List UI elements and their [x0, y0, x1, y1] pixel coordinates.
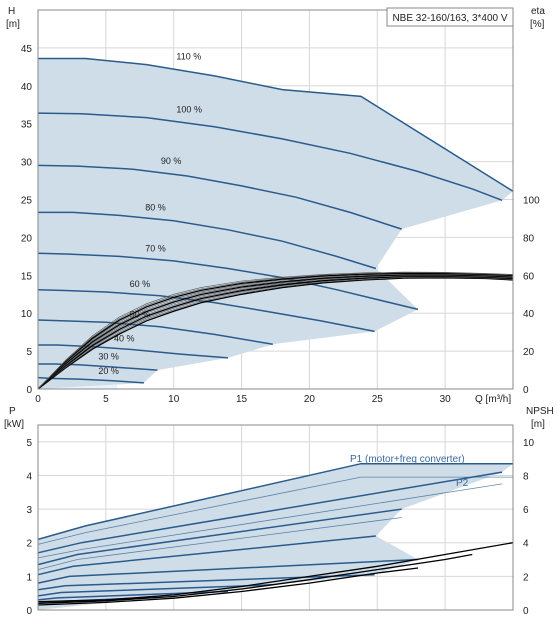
- head-tick-label: 0: [26, 385, 32, 396]
- x-tick-label: 5: [103, 394, 109, 405]
- eta-tick-label: 100: [523, 196, 540, 207]
- p1-curve: [37, 535, 376, 576]
- npsh-tick-label: 6: [523, 505, 529, 516]
- head-curve: [38, 57, 514, 192]
- head-curve-label: 30 %: [98, 352, 119, 362]
- power-tick-label: 3: [26, 505, 32, 516]
- head-curve-label: 70 %: [145, 243, 166, 253]
- head-curve-label: 40 %: [114, 334, 135, 344]
- head-chart-ticks: 0 5 10 15 20 25 30 0 5 10 15 20 25 30 35 40 45 0 20 40 60 80 1…: [21, 44, 540, 405]
- efficiency-curve: [37, 274, 514, 390]
- flow-axis-label: Q [m³/h]: [475, 394, 511, 405]
- npsh-tick-label: 4: [523, 539, 529, 550]
- eta-axis-unit: eta: [531, 6, 545, 17]
- efficiency-curve: [37, 274, 514, 390]
- p2-curve: [37, 483, 503, 559]
- eta-tick-label: 0: [523, 385, 529, 396]
- efficiency-curves: [37, 271, 514, 390]
- head-curve: [38, 363, 158, 371]
- head-curves: 110 %100 %90 %80 %70 %60 %50 %40 %30 %20…: [37, 52, 514, 384]
- p2-curve: [37, 476, 513, 545]
- head-curve: [38, 344, 229, 359]
- head-tick-label: 15: [21, 271, 33, 282]
- eta-tick-label: 20: [523, 347, 535, 358]
- head-curve: [37, 112, 503, 202]
- p1-curve: [37, 462, 513, 541]
- efficiency-curve: [37, 275, 514, 390]
- p1-curve: [37, 558, 419, 584]
- head-curve-label: 90 %: [161, 156, 182, 166]
- head-tick-label: 35: [21, 120, 33, 131]
- x-tick-label: 0: [35, 394, 41, 405]
- efficiency-curve: [37, 276, 514, 390]
- eta-tick-label: 60: [523, 271, 535, 282]
- npsh-tick-label: 10: [523, 438, 535, 449]
- power-envelope: [38, 463, 513, 610]
- p1-curve: [37, 471, 503, 554]
- chart-title: NBE 32-160/163, 3*400 V: [392, 13, 507, 24]
- x-tick-label: 15: [236, 394, 248, 405]
- head-tick-label: 40: [21, 82, 33, 93]
- head-curve-label: 100 %: [176, 105, 202, 115]
- npsh-axis-unit: NPSH: [526, 406, 554, 417]
- power-axis-bracket: [kW]: [4, 419, 24, 430]
- efficiency-curve: [37, 275, 514, 390]
- power-curves: [37, 462, 513, 605]
- x-tick-label: 20: [304, 394, 316, 405]
- head-curve-label: 60 %: [130, 279, 151, 289]
- npsh-curve: [37, 553, 473, 604]
- eta-tick-label: 40: [523, 309, 535, 320]
- x-tick-label: 10: [168, 394, 180, 405]
- p1-annotation: P1 (motor+freq converter): [350, 454, 465, 465]
- p1-curve: [37, 584, 273, 597]
- npsh-tick-label: 2: [523, 572, 529, 583]
- npsh-curve: [37, 542, 514, 603]
- chart-title-box: [386, 7, 514, 27]
- npsh-curve: [37, 567, 419, 606]
- x-tick-label: 25: [372, 394, 384, 405]
- p1-curve: [37, 508, 402, 566]
- npsh-tick-label: 8: [523, 471, 529, 482]
- efficiency-curve: [37, 277, 514, 390]
- efficiency-curve: [37, 272, 514, 390]
- power-chart-ticks: 0 1 2 3 4 5 0 2 4 6 8 10: [26, 438, 534, 617]
- power-tick-label: 1: [26, 572, 32, 583]
- p1-curve: [37, 590, 229, 601]
- head-curve: [37, 376, 144, 384]
- p2-annotation: P2: [456, 478, 469, 489]
- head-tick-label: 20: [21, 233, 33, 244]
- eta-tick-label: 80: [523, 233, 535, 244]
- head-curve: [37, 164, 402, 230]
- power-axis-unit: P: [9, 406, 16, 417]
- head-curve-label: 80 %: [145, 202, 166, 212]
- power-tick-label: 0: [26, 606, 32, 617]
- power-tick-label: 5: [26, 438, 32, 449]
- npsh-curves: [37, 542, 514, 606]
- head-tick-label: 25: [21, 196, 33, 207]
- head-tick-label: 30: [21, 158, 33, 169]
- head-tick-label: 5: [26, 347, 32, 358]
- head-curve: [38, 211, 377, 270]
- head-curve: [37, 252, 419, 311]
- efficiency-curve: [37, 271, 514, 390]
- npsh-axis-bracket: [m]: [531, 419, 545, 430]
- head-axis-unit: H: [8, 6, 15, 17]
- head-tick-label: 10: [21, 309, 33, 320]
- head-axis-bracket: [m]: [6, 19, 20, 30]
- head-tick-label: 45: [21, 44, 33, 55]
- head-chart-frame: [37, 9, 514, 390]
- head-curve-label: 110 %: [176, 52, 201, 62]
- power-chart-frame: [37, 424, 514, 611]
- head-curve-label: 20 %: [98, 366, 119, 376]
- power-tick-label: 2: [26, 539, 32, 550]
- p2-curve: [37, 517, 402, 570]
- p1-curve: [37, 573, 375, 591]
- head-curve: [37, 288, 375, 333]
- x-tick-label: 30: [440, 394, 452, 405]
- power-tick-label: 4: [26, 471, 32, 482]
- efficiency-curve: [37, 272, 514, 390]
- eta-axis-bracket: [%]: [530, 19, 545, 30]
- npsh-tick-label: 0: [523, 606, 529, 617]
